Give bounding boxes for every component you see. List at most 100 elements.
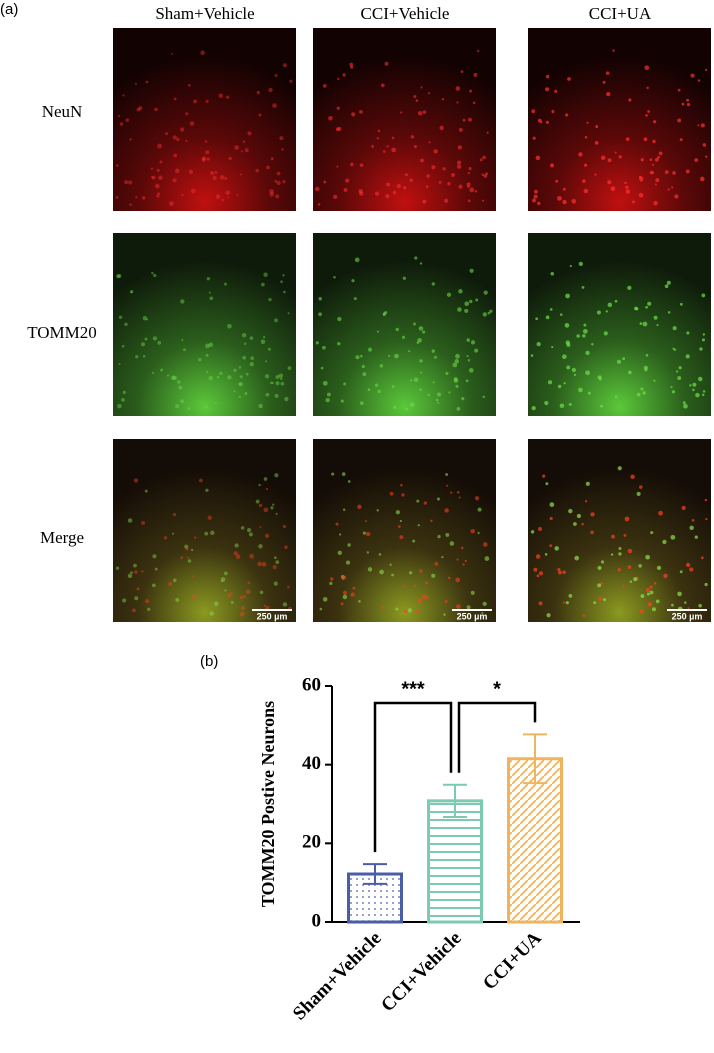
cell [417,110,423,116]
cell [319,607,323,611]
cell [602,598,607,602]
cell [230,600,234,604]
cell [133,478,139,483]
cell [115,566,120,570]
cell [212,175,217,181]
cell [574,555,580,561]
cell [464,559,467,563]
cell [263,604,267,607]
cell [689,567,694,572]
cell [698,603,702,608]
cell [435,398,439,402]
cell [425,185,429,188]
cell [646,592,650,596]
cell [462,118,466,122]
cell [408,350,411,353]
cell [653,582,657,585]
cell [144,337,148,341]
cell [583,188,589,194]
cell [132,608,136,613]
cell [151,271,154,275]
cell [287,366,292,370]
cell [147,607,151,612]
cell [391,147,397,153]
cell [546,613,551,618]
cell [206,370,209,374]
cell [581,285,585,289]
y-tick-label: 60 [302,674,321,695]
cell [256,90,261,95]
error-bar [363,863,387,885]
cell [444,600,448,604]
cell [431,573,436,578]
cell [545,482,549,486]
cell [322,380,328,386]
cell [460,70,464,73]
cell [401,493,405,497]
cell [639,609,644,614]
cell [409,402,415,407]
cell [265,487,269,491]
cell [532,198,536,203]
cell [240,611,245,617]
cell [154,183,160,189]
cell [391,385,395,388]
cell [655,178,660,183]
cell [117,114,120,118]
cell [627,285,632,291]
cell [187,559,192,563]
cell [571,198,577,204]
cell [705,155,708,158]
cell [558,570,562,575]
cell [275,375,280,380]
cell [347,543,351,547]
cell [607,302,613,308]
cell [329,581,333,585]
cell [209,611,214,616]
cell [562,354,567,360]
cell [582,328,588,334]
cell [141,520,146,525]
cell [404,173,408,177]
cell [257,561,262,567]
cell [362,372,367,377]
cell [477,531,480,535]
cell [336,165,339,168]
cell [469,187,475,193]
cell [389,563,392,566]
cell [255,499,260,504]
cell [122,598,127,603]
cell [180,299,185,304]
cell [154,107,158,112]
cell [134,596,139,601]
cell [455,86,461,91]
cell [416,341,420,344]
cell [551,110,555,114]
cell [470,528,475,534]
cell [640,387,644,391]
panel-label: (a) [0,1,18,18]
cell [467,359,471,362]
cell [282,524,287,529]
cell [234,543,239,548]
cell [247,581,251,585]
cell [451,172,456,178]
cell [227,196,230,199]
cell [343,188,348,192]
cell [399,535,404,540]
cell [421,594,427,600]
cell [591,342,594,346]
cell [208,342,214,348]
cell [259,590,264,595]
column-header: Sham+Vehicle [155,4,254,23]
cell [342,575,347,580]
cell [446,292,452,297]
cell [238,381,243,387]
cell [645,554,650,560]
significance-label: * [493,678,501,700]
cell [145,318,149,321]
cell [271,381,274,384]
cell [401,335,406,339]
y-tick-label: 0 [312,910,322,931]
cell [413,95,417,99]
